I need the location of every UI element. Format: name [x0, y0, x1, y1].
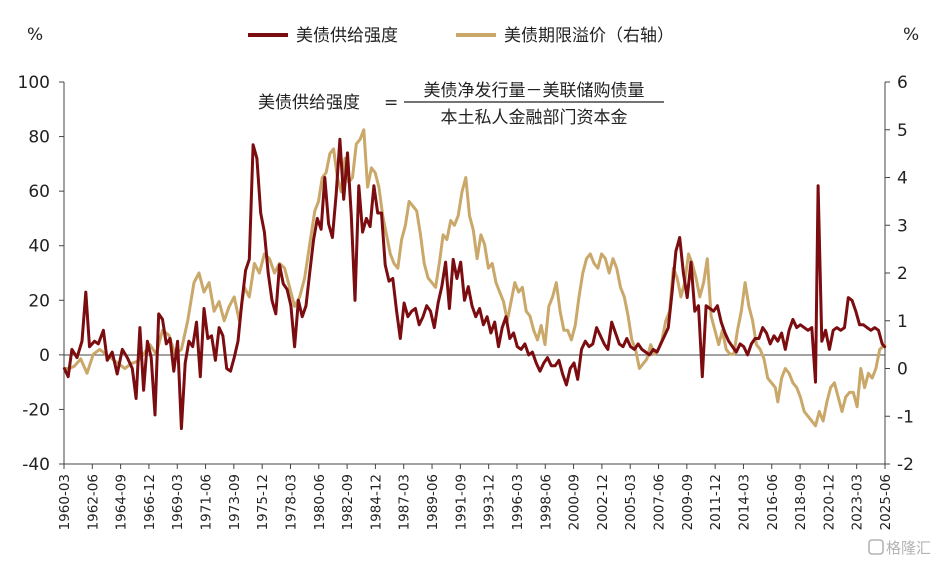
left-tick-label: 80: [28, 128, 50, 148]
formula-equals: =: [384, 93, 398, 113]
right-tick-label: 0: [897, 360, 908, 380]
x-tick-label: 1984-12: [368, 474, 384, 530]
x-tick-label: 2014-03: [736, 474, 752, 530]
right-tick-label: 6: [897, 73, 908, 93]
left-tick-label: 40: [28, 237, 50, 257]
formula-lhs: 美债供给强度: [258, 93, 360, 113]
x-tick-label: 1982-09: [340, 474, 356, 530]
x-tick-label: 2018-09: [793, 474, 809, 530]
right-tick-label: 1: [897, 312, 908, 332]
x-tick-label: 1978-03: [283, 474, 299, 530]
x-axis-ticks: 1960-03 1962-06 1964-09 1966-12 1969-03 1971-…: [57, 464, 894, 530]
x-tick-label: 1969-03: [170, 474, 186, 530]
left-tick-label: -40: [22, 455, 50, 475]
series-layer: [62, 128, 887, 430]
x-tick-label: 1966-12: [142, 474, 158, 530]
watermark-text: 格隆汇: [886, 539, 931, 557]
x-tick-label: 1987-03: [397, 474, 413, 530]
formula-denominator: 本土私人金融部门资本金: [441, 108, 628, 128]
x-tick-label: 2025-06: [878, 474, 894, 530]
x-tick-label: 2007-06: [652, 474, 668, 530]
x-tick-label: 1991-09: [453, 474, 469, 530]
right-tick-label: 4: [897, 169, 908, 189]
x-tick-label: 1971-06: [199, 474, 215, 530]
right-tick-label: 2: [897, 264, 908, 284]
left-tick-label: -20: [22, 400, 50, 420]
x-tick-label: 1989-06: [425, 474, 441, 530]
right-tick-label: -1: [897, 407, 914, 427]
left-tick-label: 20: [28, 291, 50, 311]
x-tick-label: 1964-09: [114, 474, 130, 530]
right-tick-label: 5: [897, 121, 908, 141]
x-tick-label: 1998-06: [538, 474, 554, 530]
x-tick-label: 2016-06: [765, 474, 781, 530]
series-line-term-premium: [62, 128, 887, 428]
right-tick-label: -2: [897, 455, 914, 475]
x-tick-label: 2002-12: [595, 474, 611, 530]
x-tick-label: 1975-12: [255, 474, 271, 530]
left-axis-ticks: 100 80 60 40 20 0 -20 -40: [18, 73, 64, 475]
right-axis-ticks: 6 5 4 3 2 1 0 -1 -2: [885, 73, 914, 475]
x-tick-label: 1960-03: [57, 474, 73, 530]
x-tick-label: 2023-03: [850, 474, 866, 530]
formula-numerator: 美债净发行量－美联储购债量: [424, 81, 645, 101]
x-tick-label: 1996-03: [510, 474, 526, 530]
x-tick-label: 2005-03: [623, 474, 639, 530]
left-axis-unit: %: [27, 25, 43, 45]
x-tick-label: 2020-12: [821, 474, 837, 530]
left-tick-label: 100: [18, 73, 50, 93]
legend: 美债供给强度 美债期限溢价（右轴）: [248, 26, 674, 46]
series-line-supply: [62, 137, 887, 430]
x-tick-label: 1962-06: [85, 474, 101, 530]
right-axis-unit: %: [903, 25, 919, 45]
watermark: 格隆汇: [868, 539, 931, 557]
x-tick-label: 2009-09: [680, 474, 696, 530]
x-tick-label: 2000-09: [567, 474, 583, 530]
x-tick-label: 2011-12: [708, 474, 724, 530]
left-tick-label: 60: [28, 182, 50, 202]
x-tick-label: 1993-12: [482, 474, 498, 530]
x-tick-label: 1973-09: [227, 474, 243, 530]
right-tick-label: 3: [897, 216, 908, 236]
legend-label-supply: 美债供给强度: [296, 26, 398, 46]
watermark-logo: [868, 539, 884, 555]
axes: [63, 82, 886, 465]
left-tick-label: 0: [39, 346, 50, 366]
formula: 美债供给强度 = 美债净发行量－美联储购债量 本土私人金融部门资本金: [258, 81, 664, 128]
legend-label-term-premium: 美债期限溢价（右轴）: [504, 26, 674, 46]
x-tick-label: 1980-06: [312, 474, 328, 530]
